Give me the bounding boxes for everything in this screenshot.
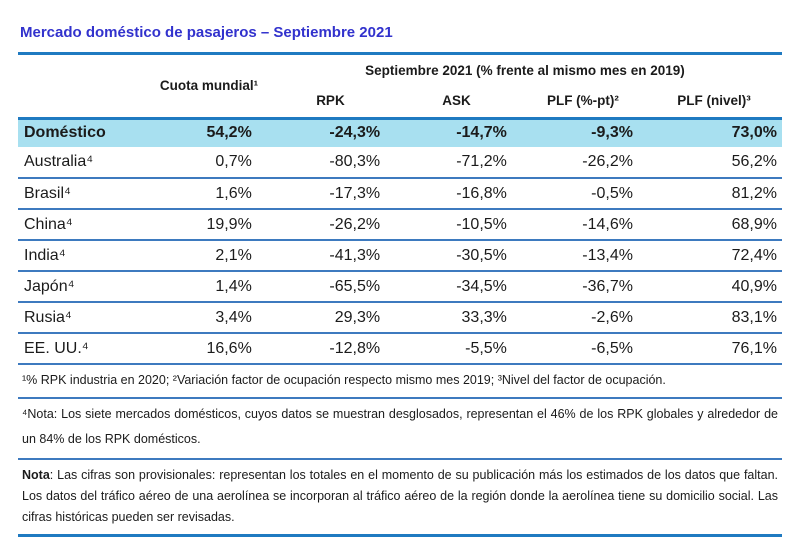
col-group-header-septiembre: Septiembre 2021 (% frente al mismo mes e… <box>365 62 685 78</box>
row-label: Doméstico <box>24 124 106 142</box>
col-header-rpk: RPK <box>316 93 345 109</box>
value-cell: 0,7% <box>150 147 268 179</box>
table-row: Australia⁴ 0,7% -80,3% -71,2% -26,2% 56,2% <box>18 147 782 179</box>
value-cell: 33,3% <box>393 302 520 334</box>
value-cell: 1,4% <box>150 271 268 303</box>
value-cell: -16,8% <box>393 178 520 210</box>
footnote-markets-note: ⁴Nota: Los siete mercados domésticos, cu… <box>18 399 782 460</box>
value-cell: 73,0% <box>731 124 777 142</box>
value-cell: -13,4% <box>519 240 646 272</box>
page-title: Mercado doméstico de pasajeros – Septiem… <box>20 24 393 41</box>
value-cell: -36,7% <box>519 271 646 303</box>
value-cell: -80,3% <box>267 147 394 179</box>
value-cell: -6,5% <box>519 333 646 365</box>
footnote-provisional-note: Nota: Las cifras son provisionales: repr… <box>18 460 782 534</box>
table-row: China⁴ 19,9% -26,2% -10,5% -14,6% 68,9% <box>18 209 782 241</box>
footnote-text: ¹% RPK industria en 2020; ²Variación fac… <box>22 373 666 387</box>
value-cell: -14,7% <box>456 124 507 142</box>
table-row-domestico-total: Doméstico 54,2% -24,3% -14,7% -9,3% 73,0% <box>18 118 782 147</box>
footnotes: ¹% RPK industria en 2020; ²Variación fac… <box>18 365 782 534</box>
value-cell: 76,1% <box>645 333 782 365</box>
row-label: Australia⁴ <box>18 147 151 179</box>
domestic-market-table: Cuota mundial¹ Septiembre 2021 (% frente… <box>18 55 782 365</box>
value-cell: 29,3% <box>267 302 394 334</box>
value-cell: 83,1% <box>645 302 782 334</box>
value-cell: -30,5% <box>393 240 520 272</box>
row-label: Brasil⁴ <box>18 178 151 210</box>
value-cell: -10,5% <box>393 209 520 241</box>
footnote-definitions: ¹% RPK industria en 2020; ²Variación fac… <box>18 365 782 399</box>
value-cell: -14,6% <box>519 209 646 241</box>
value-cell: -71,2% <box>393 147 520 179</box>
col-header-plf-nivel: PLF (nivel)³ <box>677 93 751 109</box>
value-cell: -34,5% <box>393 271 520 303</box>
table-row: India⁴ 2,1% -41,3% -30,5% -13,4% 72,4% <box>18 240 782 272</box>
row-label: Japón⁴ <box>18 271 151 303</box>
table-row: Brasil⁴ 1,6% -17,3% -16,8% -0,5% 81,2% <box>18 178 782 210</box>
table-row: Japón⁴ 1,4% -65,5% -34,5% -36,7% 40,9% <box>18 271 782 303</box>
col-header-cuota-mundial: Cuota mundial¹ <box>159 78 259 94</box>
value-cell: 81,2% <box>645 178 782 210</box>
value-cell: -5,5% <box>393 333 520 365</box>
table-row: Rusia⁴ 3,4% 29,3% 33,3% -2,6% 83,1% <box>18 302 782 334</box>
value-cell: -9,3% <box>591 124 633 142</box>
value-cell: -2,6% <box>519 302 646 334</box>
report-table-sheet: Cuota mundial¹ Septiembre 2021 (% frente… <box>18 52 782 537</box>
value-cell: -26,2% <box>267 209 394 241</box>
value-cell: -0,5% <box>519 178 646 210</box>
value-cell: 68,9% <box>645 209 782 241</box>
value-cell: 40,9% <box>645 271 782 303</box>
row-label: EE. UU.⁴ <box>18 333 151 365</box>
table-row: EE. UU.⁴ 16,6% -12,8% -5,5% -6,5% 76,1% <box>18 333 782 365</box>
value-cell: 54,2% <box>206 124 252 142</box>
value-cell: 16,6% <box>150 333 268 365</box>
value-cell: -26,2% <box>519 147 646 179</box>
col-header-ask: ASK <box>442 93 471 109</box>
footnote-text: ⁴Nota: Los siete mercados domésticos, cu… <box>22 407 778 446</box>
footnote-bold-label: Nota <box>22 468 50 482</box>
table-body: Doméstico 54,2% -24,3% -14,7% -9,3% 73,0% Aust… <box>18 118 782 365</box>
value-cell: -41,3% <box>267 240 394 272</box>
col-header-empty <box>18 55 150 118</box>
footnote-text: : Las cifras son provisionales: represen… <box>22 468 778 524</box>
value-cell: 56,2% <box>645 147 782 179</box>
col-header-plf-pt: PLF (%-pt)² <box>546 93 619 109</box>
row-label: Rusia⁴ <box>18 302 151 334</box>
table-header: Cuota mundial¹ Septiembre 2021 (% frente… <box>18 55 782 118</box>
value-cell: -12,8% <box>267 333 394 365</box>
value-cell: -17,3% <box>267 178 394 210</box>
row-label: India⁴ <box>18 240 151 272</box>
value-cell: -24,3% <box>329 124 381 142</box>
value-cell: 72,4% <box>645 240 782 272</box>
value-cell: 19,9% <box>150 209 268 241</box>
value-cell: 1,6% <box>150 178 268 210</box>
row-label: China⁴ <box>18 209 151 241</box>
value-cell: -65,5% <box>267 271 394 303</box>
value-cell: 3,4% <box>150 302 268 334</box>
value-cell: 2,1% <box>150 240 268 272</box>
